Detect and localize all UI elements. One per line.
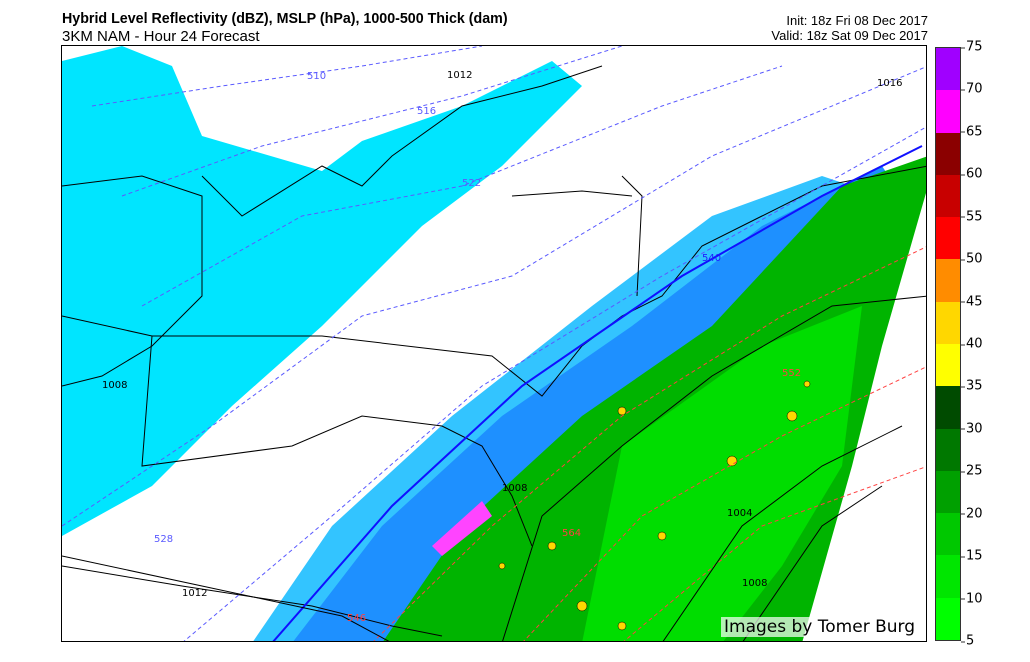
precip-layer	[62, 46, 926, 641]
thickness-label: 516	[417, 106, 436, 117]
isobar-label: 1016	[877, 78, 902, 89]
contour-labels: 510 516 522 528 540 546 552 564 1012 101…	[102, 70, 902, 624]
map-canvas: 510 516 522 528 540 546 552 564 1012 101…	[62, 46, 926, 641]
colorbar-tick-label: 25	[961, 463, 983, 479]
isobar-label: 1008	[102, 380, 127, 391]
colorbar-segment	[936, 470, 960, 514]
map-title: Hybrid Level Reflectivity (dBZ), MSLP (h…	[62, 10, 508, 27]
borders	[62, 65, 926, 637]
colorbar-tick-label: 20	[961, 506, 983, 522]
colorbar-segment	[936, 132, 960, 175]
colorbar-segment	[936, 386, 960, 429]
colorbar-segment	[936, 90, 960, 133]
colorbar-tick-label: 60	[961, 166, 983, 182]
colorbar-tick-label: 30	[961, 421, 983, 437]
colorbar-tick-label: 15	[961, 548, 983, 564]
colorbar-segment	[936, 259, 960, 302]
colorbar-segment	[936, 344, 960, 387]
colorbar-tick-label: 70	[961, 81, 983, 97]
colorbar-segment	[936, 174, 960, 218]
thickness-label: 522	[462, 178, 481, 189]
colorbar-segment	[936, 301, 960, 345]
colorbar-tick-label: 10	[961, 591, 983, 607]
thickness-contours	[62, 46, 926, 641]
map-subtitle: 3KM NAM - Hour 24 Forecast	[62, 28, 260, 45]
colorbar-segment	[936, 597, 960, 640]
isobar-label: 1004	[727, 508, 752, 519]
colorbar-tick-label: 35	[961, 378, 983, 394]
valid-time: Valid: 18z Sat 09 Dec 2017	[771, 28, 928, 43]
snow-band	[293, 166, 902, 641]
isobar-label: 1008	[502, 483, 527, 494]
thickness-label: 546	[347, 613, 366, 624]
thickness-label: 540	[702, 253, 721, 264]
isobars	[62, 175, 926, 641]
light-snow-region	[62, 46, 582, 536]
colorbar	[935, 47, 961, 641]
mix-region	[432, 501, 492, 556]
rain-light-region	[582, 306, 862, 641]
colorbar-tick-label: 5	[960, 633, 975, 649]
colorbar-segment	[936, 428, 960, 471]
heavy-cells	[498, 380, 811, 631]
thickness-label: 510	[307, 71, 326, 82]
thickness-label: 552	[782, 368, 801, 379]
colorbar-segment	[936, 555, 960, 598]
colorbar-segment	[936, 217, 960, 260]
thickness-label: 528	[154, 534, 173, 545]
colorbar-segment	[936, 48, 960, 91]
isobar-label: 1012	[447, 70, 472, 81]
isobar-label: 1012	[182, 588, 207, 599]
colorbar-tick-label: 50	[961, 251, 983, 267]
init-time: Init: 18z Fri 08 Dec 2017	[786, 13, 928, 28]
colorbar-tick-label: 45	[961, 294, 983, 310]
colorbar-tick-label: 40	[961, 336, 983, 352]
colorbar-tick-label: 75	[961, 39, 983, 55]
colorbar-tick-label: 55	[961, 209, 983, 225]
thickness-label: 564	[562, 528, 581, 539]
colorbar-segment	[936, 513, 960, 556]
isobar-label: 1008	[742, 578, 767, 589]
colorbar-tick-label: 65	[961, 124, 983, 140]
forecast-map: 510 516 522 528 540 546 552 564 1012 101…	[61, 45, 927, 642]
thickness-540-line	[272, 145, 923, 641]
watermark: Images by Tomer Burg	[721, 617, 918, 637]
